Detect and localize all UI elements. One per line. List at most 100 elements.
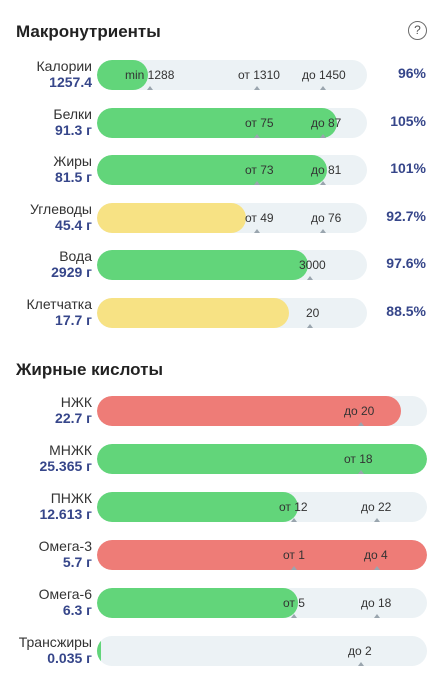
fatty-acid-row[interactable]: Омега-3 5.7 г от 1 до 4 [0,538,442,586]
fatty-acid-norm-label: до 2 [348,644,372,658]
fatty-acid-value: 6.3 г [62,602,92,618]
macro-name: Клетчатка [26,295,92,312]
fatty-acid-norm-label: до 18 [361,596,392,610]
macro-norm-tick [320,86,326,90]
macro-norm-label: до 81 [311,163,342,177]
fatty-acid-value: 25.365 г [39,458,92,474]
fatty-acid-name: МНЖК [49,442,92,458]
macro-progress-track: 3000 [97,250,367,280]
fatty-acid-norm-label: от 12 [279,500,308,514]
fatty-acid-norm-label: до 22 [361,500,392,514]
macro-norm-tick [307,276,313,280]
macro-norm-label: от 73 [245,163,274,177]
fatty-acid-norm-label: от 18 [344,452,373,466]
macro-norm-tick [307,323,313,328]
macro-name: Белки [53,105,92,122]
fatty-acid-norm-label: от 5 [283,596,305,610]
fatty-acid-row[interactable]: МНЖК 25.365 г от 18 [0,442,442,490]
macro-norm-tick [254,181,260,185]
macro-name: Калории [36,58,92,74]
macro-norm-tick [320,133,326,138]
macro-norm-label: от 49 [245,210,274,225]
macro-row[interactable]: Белки 91.3 г от 75 до 87 105% [0,106,442,154]
fatty-acid-progress-track: до 20 [97,396,427,426]
macro-norm-label: до 76 [311,210,342,225]
fatty-acids-section-title: Жирные кислоты [16,360,163,379]
macro-norm-tick [254,86,260,90]
help-icon[interactable]: ? [408,21,427,40]
macro-row[interactable]: Углеводы 45.4 г от 49 до 76 92.7% [0,201,442,249]
fatty-acid-progress-fill [97,444,427,474]
fatty-acid-progress-fill [97,492,298,522]
macro-name: Жиры [53,153,92,169]
macro-norm-label: 3000 [299,258,326,272]
fatty-acid-norm-tick [291,566,297,570]
macro-norm-tick [254,133,260,138]
macro-percent: 101% [390,160,426,176]
macro-norm-tick [147,86,153,90]
fatty-acid-value: 12.613 г [39,506,92,522]
macro-percent: 97.6% [386,255,426,271]
fatty-acid-progress-fill [97,636,101,666]
fatty-acid-row[interactable]: Трансжиры 0.035 г до 2 [0,634,442,680]
macro-value: 17.7 г [55,311,92,328]
fatty-acid-row[interactable]: НЖК 22.7 г до 20 [0,394,442,442]
macro-value: 81.5 г [55,169,92,185]
macro-progress-track: min 1288 от 1310 до 1450 [97,60,367,90]
fatty-acid-norm-tick [291,614,297,618]
macro-norm-label: 20 [306,305,320,320]
macros-section-title: Макронутриенты [16,22,161,41]
fatty-acid-progress-track: до 2 [97,636,427,666]
fatty-acid-name: Омега-6 [38,586,92,602]
fatty-acid-progress-fill [97,396,401,426]
macro-norm-tick [320,228,326,233]
fatty-acid-norm-label: от 1 [283,548,305,562]
macro-progress-fill [97,250,308,280]
fatty-acid-name: ПНЖК [50,490,92,506]
macro-percent: 92.7% [386,207,426,224]
fatty-acid-row[interactable]: Омега-6 6.3 г от 5 до 18 [0,586,442,634]
fatty-acid-norm-tick [291,518,297,522]
macro-value: 91.3 г [55,121,92,138]
fatty-acid-name: Омега-3 [38,538,92,554]
macro-norm-label: от 1310 [238,68,280,82]
macro-norm-tick [320,181,326,185]
macro-percent: 88.5% [386,302,426,319]
fatty-acid-name: Трансжиры [18,634,92,650]
fatty-acid-progress-track: от 12 до 22 [97,492,427,522]
macro-percent: 105% [390,112,426,129]
fatty-acid-progress-track: от 18 [97,444,427,474]
macro-value: 2929 г [51,264,92,280]
fatty-acid-norm-label: до 20 [344,404,375,418]
fatty-acid-norm-tick [374,614,380,618]
fatty-acid-norm-tick [358,470,364,474]
macro-value: 45.4 г [55,216,92,233]
macro-progress-track: от 49 до 76 [97,202,367,233]
macro-name: Углеводы [29,200,92,217]
fatty-acid-value: 5.7 г [62,554,92,570]
macro-progress-fill [97,297,289,328]
macro-norm-label: до 87 [311,115,342,130]
fatty-acid-norm-tick [374,518,380,522]
macro-row[interactable]: Жиры 81.5 г от 73 до 81 101% [0,153,442,201]
macro-value: 1257.4 [49,74,92,90]
macro-row[interactable]: Калории 1257.4 min 1288 от 1310 до 1450 96% [0,58,442,106]
macro-progress-fill [97,155,327,185]
macro-progress-track: от 73 до 81 [97,155,367,185]
macro-progress-fill [97,107,337,138]
fatty-acid-value: 22.7 г [55,410,92,426]
macro-norm-tick [254,228,260,233]
fatty-acid-norm-tick [358,422,364,426]
macro-norm-label: min 1288 [125,68,175,82]
macro-row[interactable]: Вода 2929 г 3000 97.6% [0,248,442,296]
macro-percent: 96% [397,65,426,81]
fatty-acid-name: НЖК [60,394,92,410]
macro-progress-track: 20 [97,297,367,328]
fatty-acid-progress-track: от 1 до 4 [97,540,427,570]
macro-norm-label: до 1450 [302,68,346,82]
macro-row[interactable]: Клетчатка 17.7 г 20 88.5% [0,296,442,344]
fatty-acid-row[interactable]: ПНЖК 12.613 г от 12 до 22 [0,490,442,538]
fatty-acid-norm-tick [358,662,364,666]
macro-progress-track: от 75 до 87 [97,107,367,138]
fatty-acid-norm-label: до 4 [364,548,388,562]
